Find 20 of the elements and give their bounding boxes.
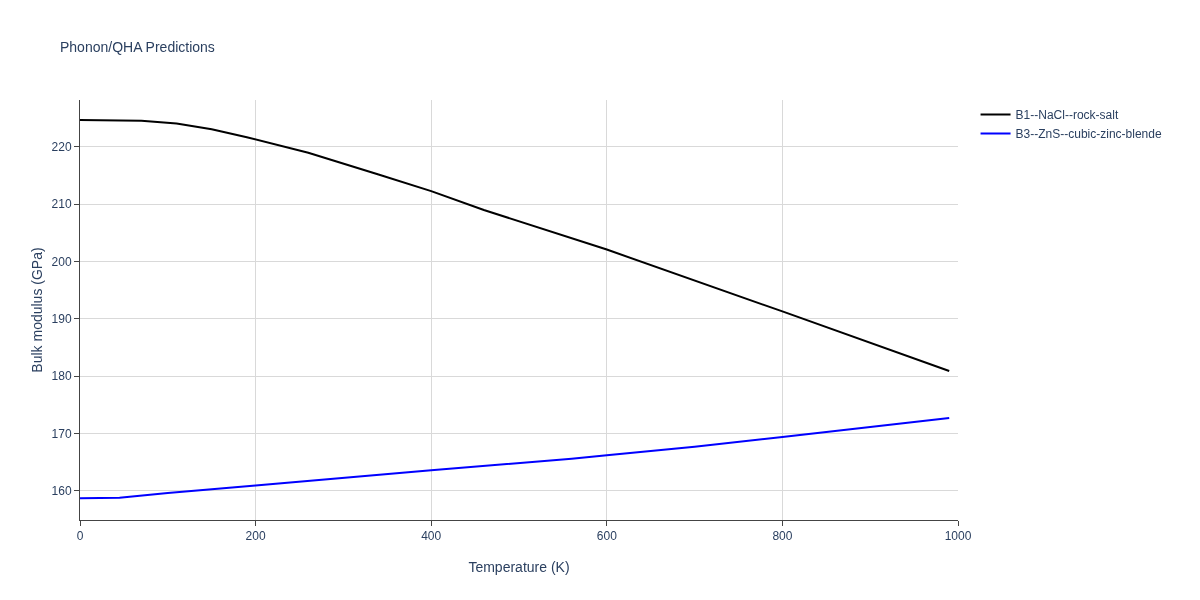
y-axis-title: Bulk modulus (GPa) <box>29 247 45 373</box>
legend-label: B3--ZnS--cubic-zinc-blende <box>1015 127 1162 142</box>
y-tick-label: 190 <box>51 312 72 327</box>
y-tick-label: 180 <box>51 369 72 384</box>
x-tick-label: 600 <box>596 529 618 544</box>
x-tick-label: 200 <box>245 529 266 544</box>
x-tick-label: 1000 <box>944 529 972 544</box>
x-tick-label: 0 <box>76 529 84 544</box>
y-tick-label: 220 <box>51 140 72 155</box>
y-tick-label: 210 <box>51 197 72 212</box>
y-tick-label: 170 <box>51 426 72 441</box>
x-tick-label: 800 <box>772 529 793 544</box>
chart-title: Phonon/QHA Predictions <box>60 38 215 55</box>
x-axis-title: Temperature (K) <box>468 559 570 575</box>
y-tick-label: 160 <box>51 483 72 498</box>
x-tick-label: 400 <box>421 529 442 544</box>
y-tick-label: 200 <box>51 254 72 269</box>
legend-label: B1--NaCl--rock-salt <box>1015 108 1119 123</box>
line-series <box>80 119 951 373</box>
line-series <box>80 417 951 500</box>
